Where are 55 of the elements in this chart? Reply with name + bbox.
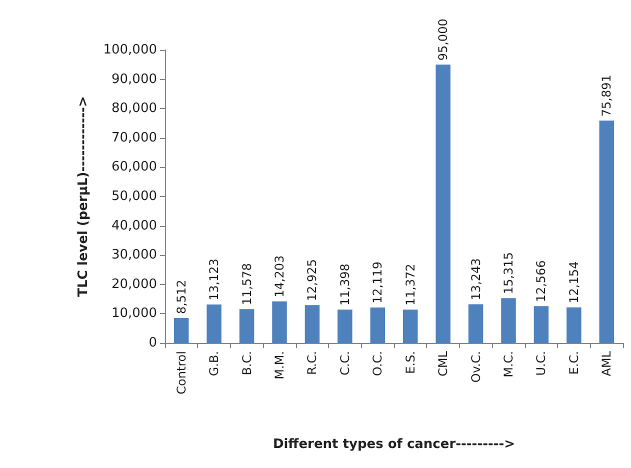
x-tick-label: M.M. bbox=[272, 351, 286, 380]
data-label: 13,243 bbox=[468, 258, 483, 300]
x-tick-label: U.C. bbox=[534, 351, 548, 376]
bar bbox=[239, 309, 254, 343]
y-tick-label: 100,000 bbox=[103, 42, 157, 58]
data-label: 15,315 bbox=[502, 252, 516, 294]
x-tick-label: E.S. bbox=[403, 351, 418, 374]
x-tick-label: B.C. bbox=[240, 351, 254, 376]
data-label: 12,566 bbox=[534, 260, 548, 302]
y-tick-label: 70,000 bbox=[112, 130, 157, 146]
bar bbox=[566, 307, 582, 343]
y-tick-label: 50,000 bbox=[112, 189, 157, 204]
y-tick-label: 60,000 bbox=[112, 160, 157, 175]
y-tick-label: 20,000 bbox=[112, 276, 157, 292]
bar bbox=[206, 304, 222, 343]
y-tick-label: 40,000 bbox=[112, 218, 157, 234]
y-tick-label: 90,000 bbox=[112, 72, 157, 87]
bar bbox=[272, 301, 287, 343]
y-tick-label: 80,000 bbox=[112, 101, 157, 116]
x-tick-label: Ov.C. bbox=[468, 351, 483, 383]
x-tick-label: E.C. bbox=[566, 351, 581, 375]
y-tick-label: 0 bbox=[148, 336, 157, 350]
x-tick-label: M.C. bbox=[502, 351, 516, 378]
data-label: 95,000 bbox=[436, 18, 450, 61]
x-tick-label: G.B. bbox=[207, 351, 222, 376]
bar bbox=[370, 307, 386, 343]
bar bbox=[534, 306, 549, 343]
y-axis-title: TLC level (perµL)------------> bbox=[76, 96, 91, 297]
x-tick-label: AML bbox=[600, 350, 614, 376]
x-tick-label: Control bbox=[174, 351, 188, 394]
bar bbox=[174, 318, 189, 343]
bar bbox=[501, 298, 516, 343]
data-label: 12,925 bbox=[305, 259, 320, 302]
data-label: 11,578 bbox=[240, 263, 254, 306]
data-label: 14,203 bbox=[272, 255, 286, 298]
data-label: 11,398 bbox=[338, 264, 352, 306]
x-tick-label: O.C. bbox=[370, 351, 385, 376]
x-tick-label: CML bbox=[436, 350, 450, 376]
data-label: 12,119 bbox=[370, 261, 385, 304]
data-label: 12,154 bbox=[566, 261, 581, 304]
bar bbox=[436, 64, 450, 343]
x-tick-label: C.C. bbox=[338, 351, 352, 376]
x-axis-title: Different types of cancer---------> bbox=[272, 437, 516, 452]
bar bbox=[599, 120, 614, 343]
data-label: 75,891 bbox=[600, 74, 614, 117]
x-tick-label: R.C. bbox=[305, 351, 320, 375]
data-label: 8,512 bbox=[174, 280, 188, 314]
bar bbox=[304, 305, 320, 343]
y-tick-label: 10,000 bbox=[112, 306, 157, 322]
bar bbox=[338, 310, 352, 343]
data-label: 13,123 bbox=[207, 258, 222, 301]
data-label: 11,372 bbox=[403, 264, 418, 306]
y-tick-label: 30,000 bbox=[112, 248, 157, 263]
bar bbox=[468, 304, 484, 343]
bar bbox=[402, 310, 418, 343]
